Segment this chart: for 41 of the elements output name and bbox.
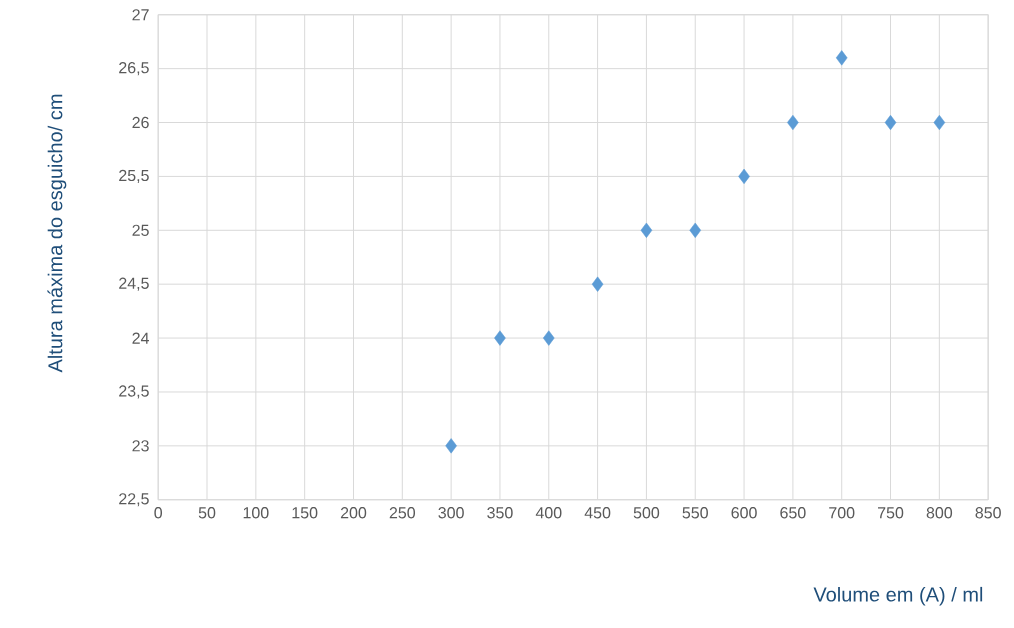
x-tick-label: 50 <box>198 507 216 519</box>
x-tick-label: 200 <box>340 507 367 519</box>
y-axis-title: Altura máxima do esguicho/ cm <box>47 94 67 373</box>
y-tick-label: 22,5 <box>119 493 149 507</box>
x-axis-title: Volume em (A) / ml <box>813 586 983 606</box>
x-tick-label: 700 <box>829 507 855 519</box>
y-tick-label: 27 <box>132 9 149 21</box>
y-tick-label: 26 <box>132 116 149 129</box>
y-tick-label: 25,5 <box>119 169 149 184</box>
point <box>543 330 555 346</box>
y-tick-label: 24 <box>132 332 150 344</box>
x-tick-label: 100 <box>243 507 269 519</box>
point <box>835 50 848 66</box>
point <box>591 276 604 292</box>
x-tick-label: 600 <box>731 507 757 519</box>
y-tick-label: 24,5 <box>119 277 149 291</box>
x-tick-label: 300 <box>438 507 464 519</box>
point <box>494 330 506 346</box>
point <box>884 114 897 131</box>
x-tick-label: 250 <box>389 507 416 519</box>
y-tick-label: 26,5 <box>119 62 149 76</box>
point <box>738 168 750 185</box>
y-tick-label: 23 <box>132 440 149 452</box>
point <box>787 114 799 131</box>
x-tick-label: 750 <box>878 507 904 519</box>
point <box>689 222 702 238</box>
y-tick-label: 25 <box>132 224 149 236</box>
y-tick-label: 23,5 <box>119 385 149 399</box>
point <box>445 438 457 454</box>
x-tick-label: 550 <box>682 507 708 519</box>
point <box>933 114 946 131</box>
x-tick-label: 500 <box>633 507 660 519</box>
x-tick-label: 450 <box>584 507 611 519</box>
x-tick-label: 350 <box>487 507 513 519</box>
x-tick-label: 0 <box>154 507 163 519</box>
x-tick-label: 850 <box>975 507 1001 519</box>
point <box>640 222 653 238</box>
x-tick-label: 800 <box>926 507 953 519</box>
x-tick-label: 650 <box>780 507 806 519</box>
x-tick-label: 150 <box>292 507 318 519</box>
x-tick-label: 400 <box>535 507 562 519</box>
